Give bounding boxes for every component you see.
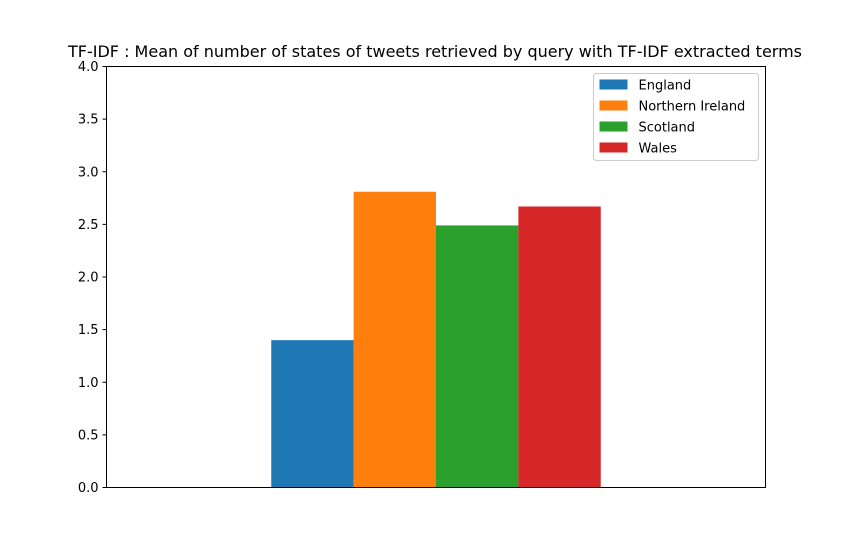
y-tick-label: 0.5 bbox=[78, 428, 99, 443]
y-tick-label: 3.0 bbox=[78, 165, 99, 180]
legend-swatch bbox=[599, 79, 628, 90]
y-tick-label: 4.0 bbox=[78, 60, 99, 75]
chart-title: TF-IDF : Mean of number of states of twe… bbox=[67, 42, 802, 61]
legend-swatch bbox=[599, 121, 628, 132]
bar-northern-ireland bbox=[353, 191, 436, 488]
legend-label: Northern Ireland bbox=[639, 100, 746, 115]
legend-swatch bbox=[599, 142, 628, 153]
bar-england bbox=[271, 340, 354, 488]
legend-label: Scotland bbox=[639, 121, 696, 136]
legend-swatch bbox=[599, 100, 628, 111]
legend: England Northern Ireland Scotland Wales bbox=[593, 73, 759, 161]
y-tick-label: 2.5 bbox=[78, 218, 99, 233]
y-tick-label: 0.0 bbox=[78, 481, 99, 496]
bars-layer bbox=[271, 191, 601, 488]
plot-frame bbox=[106, 66, 766, 488]
legend-label: Wales bbox=[639, 142, 678, 157]
legend-box bbox=[593, 73, 759, 161]
bar-wales bbox=[518, 206, 601, 488]
y-tick-label: 3.5 bbox=[78, 113, 99, 128]
y-tick-label: 1.0 bbox=[78, 376, 99, 391]
y-axis: 0.0 0.5 1.0 1.5 2.0 2.5 3.0 3.5 4.0 bbox=[78, 60, 107, 496]
y-tick-label: 2.0 bbox=[78, 271, 99, 286]
legend-label: England bbox=[639, 79, 692, 94]
bar-scotland bbox=[436, 225, 519, 488]
y-tick-label: 1.5 bbox=[78, 323, 99, 338]
